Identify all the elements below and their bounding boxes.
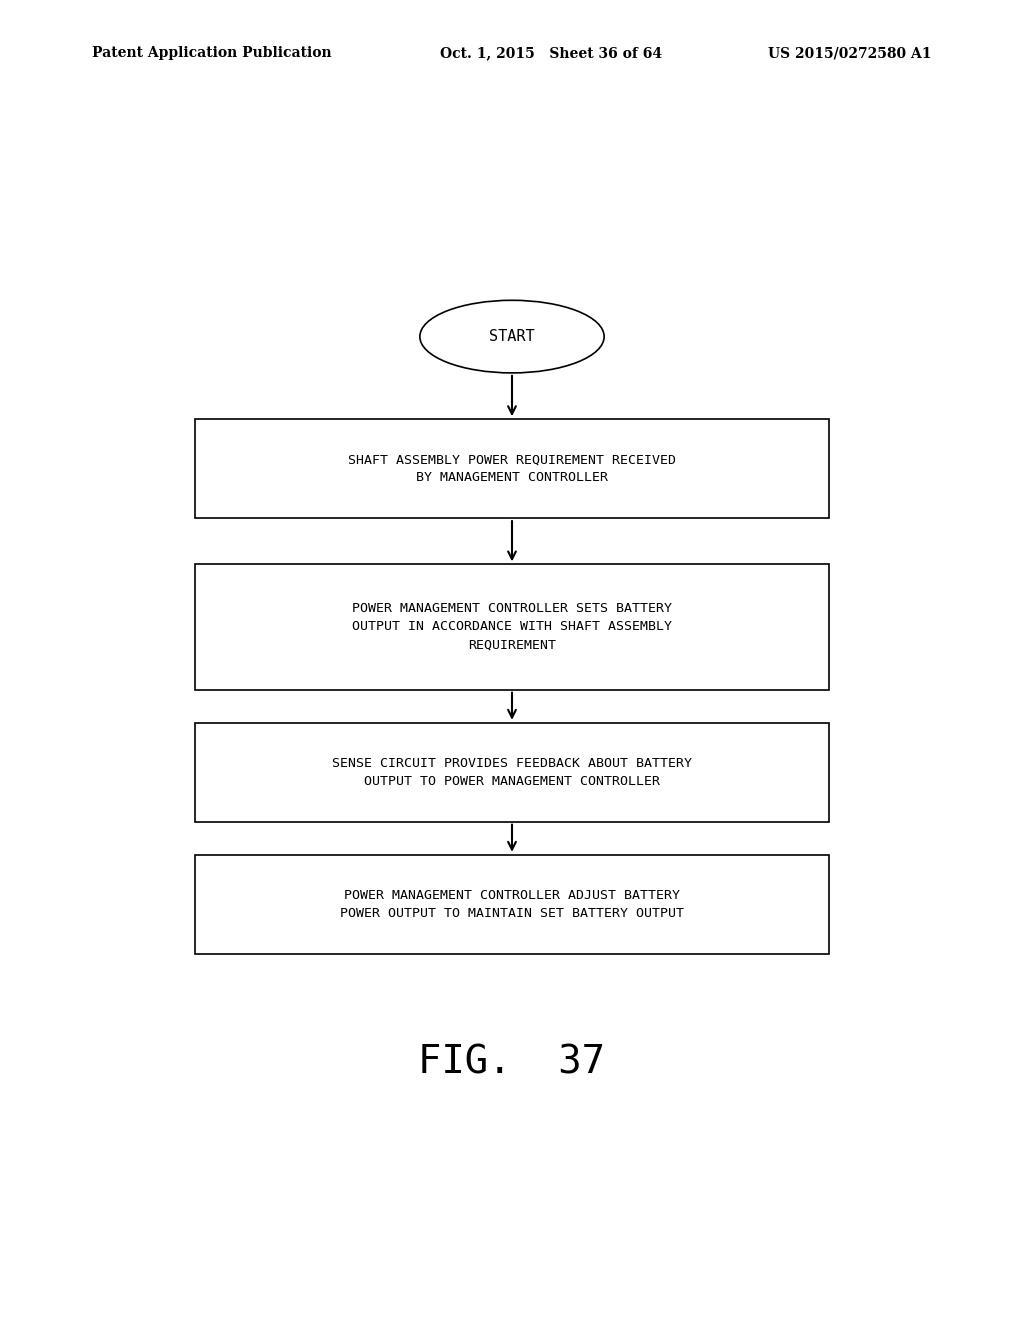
Text: Patent Application Publication: Patent Application Publication [92,46,332,61]
Text: Oct. 1, 2015   Sheet 36 of 64: Oct. 1, 2015 Sheet 36 of 64 [440,46,663,61]
Text: POWER MANAGEMENT CONTROLLER ADJUST BATTERY
POWER OUTPUT TO MAINTAIN SET BATTERY : POWER MANAGEMENT CONTROLLER ADJUST BATTE… [340,888,684,920]
Text: POWER MANAGEMENT CONTROLLER SETS BATTERY
OUTPUT IN ACCORDANCE WITH SHAFT ASSEMBL: POWER MANAGEMENT CONTROLLER SETS BATTERY… [352,602,672,652]
Text: FIG.  37: FIG. 37 [419,1044,605,1081]
Text: US 2015/0272580 A1: US 2015/0272580 A1 [768,46,932,61]
Text: SENSE CIRCUIT PROVIDES FEEDBACK ABOUT BATTERY
OUTPUT TO POWER MANAGEMENT CONTROL: SENSE CIRCUIT PROVIDES FEEDBACK ABOUT BA… [332,756,692,788]
Text: START: START [489,329,535,345]
Text: SHAFT ASSEMBLY POWER REQUIREMENT RECEIVED
BY MANAGEMENT CONTROLLER: SHAFT ASSEMBLY POWER REQUIREMENT RECEIVE… [348,453,676,484]
